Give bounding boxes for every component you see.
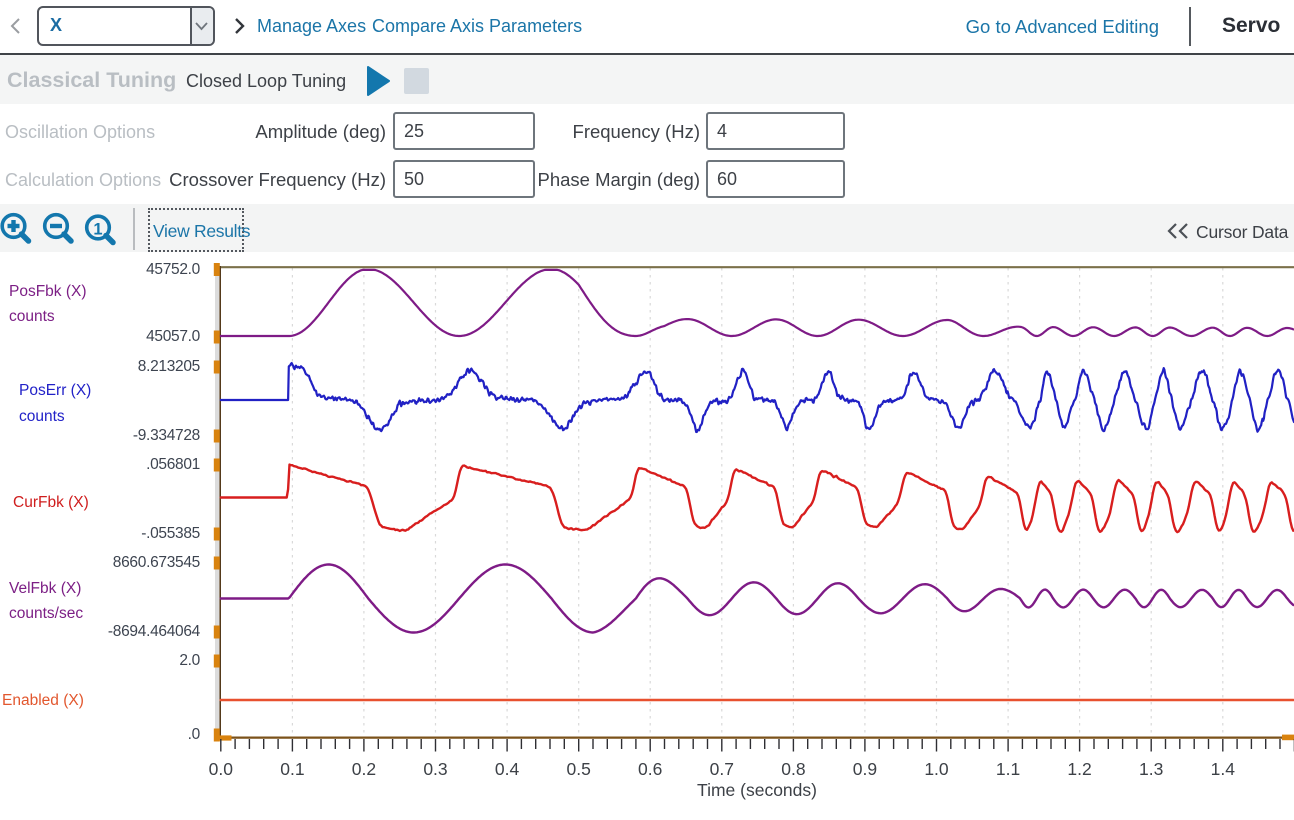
svg-text:0.1: 0.1 <box>280 759 304 779</box>
svg-text:0.7: 0.7 <box>710 759 734 779</box>
svg-text:1.2: 1.2 <box>1067 759 1091 779</box>
svg-text:1.3: 1.3 <box>1139 759 1163 779</box>
svg-text:0.6: 0.6 <box>638 759 662 779</box>
svg-text:0.0: 0.0 <box>209 759 234 779</box>
svg-text:Time (seconds): Time (seconds) <box>697 780 817 800</box>
svg-text:0.3: 0.3 <box>423 759 447 779</box>
svg-text:1.1: 1.1 <box>996 759 1020 779</box>
svg-text:0.2: 0.2 <box>352 759 376 779</box>
svg-text:0.5: 0.5 <box>567 759 591 779</box>
svg-text:1.0: 1.0 <box>924 759 949 779</box>
svg-text:1.4: 1.4 <box>1211 759 1236 779</box>
svg-text:1: 1 <box>93 221 102 239</box>
svg-text:0.4: 0.4 <box>495 759 520 779</box>
svg-text:0.9: 0.9 <box>853 759 877 779</box>
svg-text:0.8: 0.8 <box>781 759 805 779</box>
